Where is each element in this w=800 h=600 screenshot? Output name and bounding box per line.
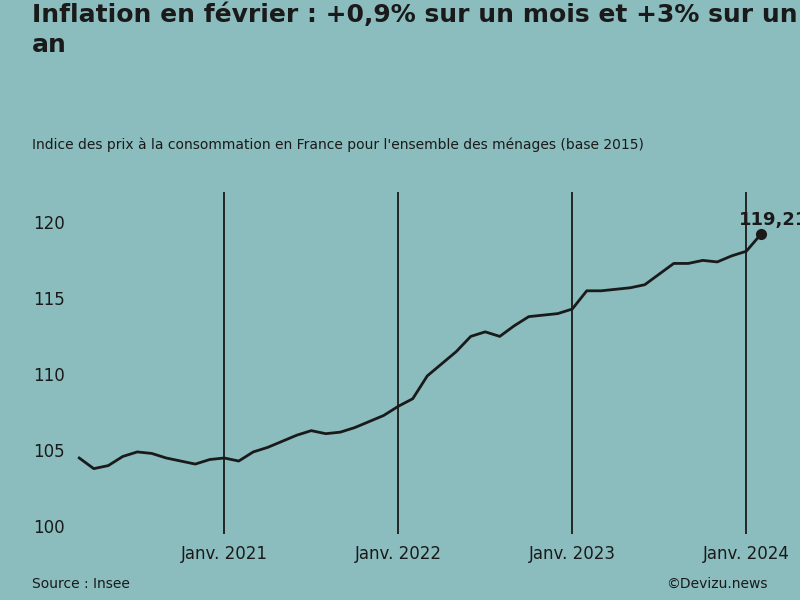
- Text: Indice des prix à la consommation en France pour l'ensemble des ménages (base 20: Indice des prix à la consommation en Fra…: [32, 138, 644, 152]
- Text: 119,21: 119,21: [739, 211, 800, 229]
- Text: Inflation en février : +0,9% sur un mois et +3% sur un
an: Inflation en février : +0,9% sur un mois…: [32, 3, 798, 57]
- Text: Source : Insee: Source : Insee: [32, 577, 130, 591]
- Text: ©Devizu.news: ©Devizu.news: [666, 577, 768, 591]
